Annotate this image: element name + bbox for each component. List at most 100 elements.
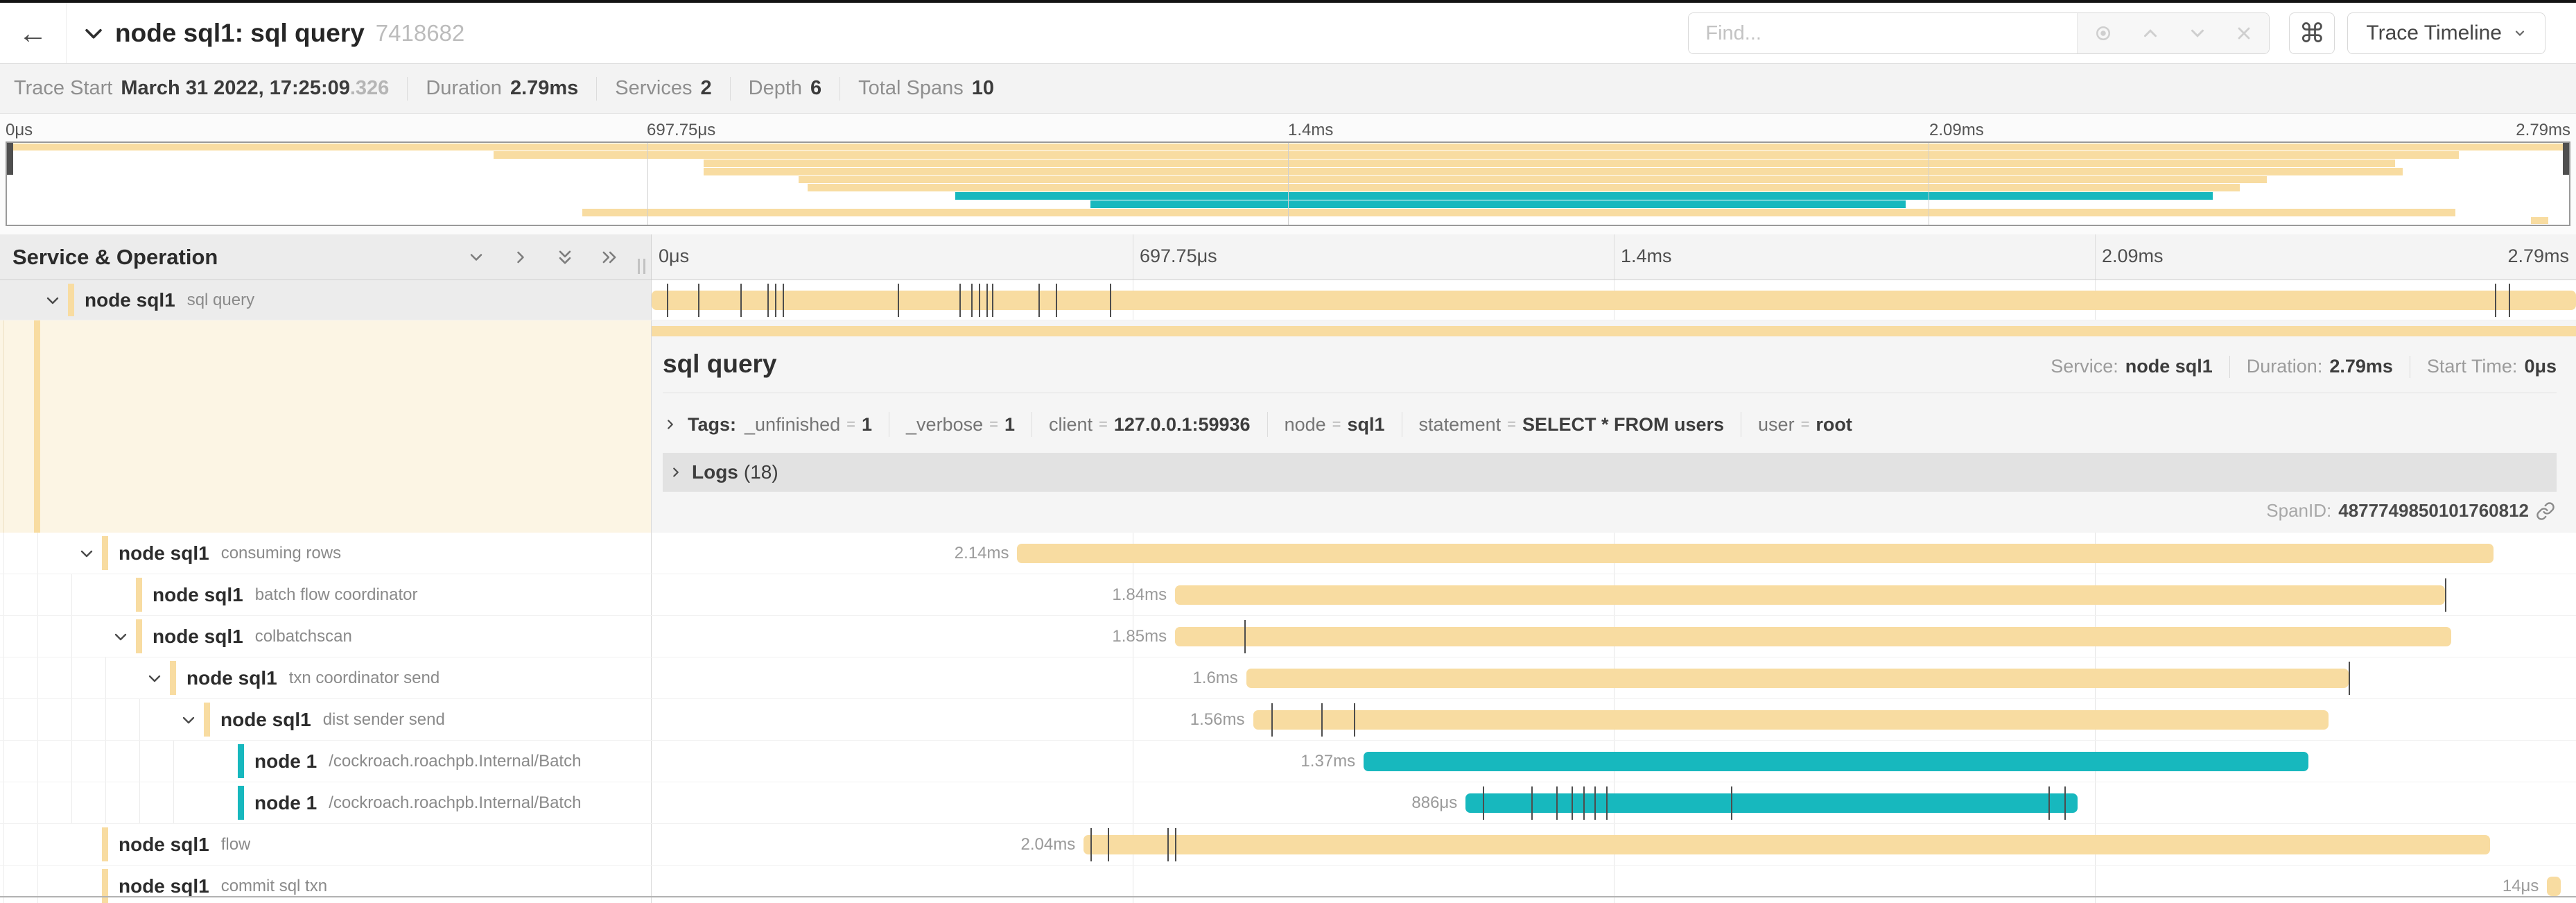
collapse-span-icon[interactable]	[180, 712, 197, 728]
span-row[interactable]: node sql1 consuming rows 2.14ms	[0, 533, 2576, 574]
minimap-span-row	[7, 216, 2569, 225]
span-bar[interactable]	[1465, 793, 2078, 813]
span-bar-cell[interactable]: 1.37ms	[652, 741, 2576, 782]
collapse-span-icon[interactable]	[78, 545, 95, 562]
log-marker	[1271, 703, 1273, 737]
services-label: Services	[615, 77, 693, 99]
collapse-trace-header-icon[interactable]	[82, 22, 105, 45]
span-bar-cell[interactable]: 2.04ms	[652, 824, 2576, 865]
span-tree-cell[interactable]: node sql1 commit sql txn	[0, 866, 652, 903]
trace-title-wrap: node sql1: sql query 7418682	[82, 19, 464, 48]
span-bar[interactable]	[1253, 710, 2329, 730]
detail-start-label: Start Time:	[2426, 356, 2518, 377]
span-bar[interactable]	[1084, 834, 2491, 854]
collapse-span-icon[interactable]	[44, 292, 61, 309]
minimap-canvas[interactable]	[6, 141, 2570, 226]
span-tree-cell[interactable]: node 1/cockroach.roachpb.Internal/Batch	[0, 741, 652, 782]
span-row[interactable]: node sql1 flow 2.04ms	[0, 824, 2576, 866]
prev-result-icon[interactable]	[2140, 23, 2161, 44]
indent-guide	[37, 866, 71, 903]
keyboard-shortcuts-button[interactable]: ⌘	[2289, 12, 2335, 54]
expand-all-icon[interactable]	[600, 248, 619, 267]
ruler-tick-label: 0μs	[659, 246, 690, 266]
ruler-tick-label: 0μs	[6, 121, 33, 139]
span-row[interactable]: node sql1 batch flow coordinator 1.84ms	[0, 574, 2576, 616]
minimap-span-bar	[494, 151, 2460, 160]
span-tree-cell[interactable]: node sql1 batch flow coordinator	[0, 574, 652, 615]
view-options-button[interactable]: Trace Timeline	[2347, 12, 2545, 54]
indent-guide	[105, 657, 139, 698]
tag-key: _unfinished	[745, 413, 841, 435]
tags-toggle[interactable]: Tags: _unfinished = 1 _verbose = 1 client = 127.…	[663, 406, 2576, 443]
find-input[interactable]	[1689, 13, 2078, 53]
log-marker	[1483, 786, 1485, 820]
span-bar[interactable]	[2547, 876, 2561, 896]
span-bar-cell[interactable]: 886μs	[652, 782, 2576, 823]
span-bar[interactable]	[652, 290, 2576, 310]
tag-equals: =	[1099, 415, 1108, 433]
next-result-icon[interactable]	[2187, 23, 2208, 44]
timeline-overview: 0μs 697.75μs 1.4ms 2.09ms 2.79ms	[0, 114, 2576, 234]
span-bar[interactable]	[1175, 626, 2451, 646]
span-row[interactable]: node sql1 txn coordinator send 1.6ms	[0, 657, 2576, 699]
indent-guide	[37, 616, 71, 657]
log-marker	[697, 283, 699, 317]
span-tree-cell[interactable]: node 1/cockroach.roachpb.Internal/Batch	[0, 782, 652, 823]
viewport-scrubber-left[interactable]	[7, 143, 13, 175]
collapse-all-icon[interactable]	[555, 248, 575, 267]
span-row[interactable]: node sql1 sql query	[0, 280, 2576, 320]
span-bar[interactable]	[1246, 668, 2349, 688]
logs-toggle[interactable]: Logs (18)	[663, 453, 2557, 492]
span-bar[interactable]	[1017, 543, 2494, 563]
span-bar-cell[interactable]: 1.85ms	[652, 616, 2576, 657]
operation-name: txn coordinator send	[288, 668, 440, 687]
log-marker	[774, 283, 776, 317]
span-bar[interactable]	[1175, 585, 2446, 605]
log-marker	[898, 283, 900, 317]
page-title: node sql1: sql query	[115, 18, 365, 47]
span-bar-cell[interactable]: 1.84ms	[652, 574, 2576, 615]
span-row[interactable]: node 1/cockroach.roachpb.Internal/Batch 1…	[0, 741, 2576, 782]
indent-guide	[37, 699, 71, 740]
duration-label: 886μs	[1411, 793, 1458, 812]
collapse-span-icon[interactable]	[146, 670, 163, 687]
span-bar[interactable]	[1364, 751, 2309, 771]
span-tree-cell[interactable]: node sql1 dist sender send	[0, 699, 652, 740]
indent-guide	[37, 741, 71, 782]
span-bar-cell[interactable]: 1.56ms	[652, 699, 2576, 740]
log-marker	[1731, 786, 1733, 820]
span-tree-cell[interactable]: node sql1 txn coordinator send	[0, 657, 652, 698]
span-row[interactable]: node sql1 dist sender send 1.56ms	[0, 699, 2576, 741]
span-bar-cell[interactable]: 14μs	[652, 866, 2576, 903]
span-tree-cell[interactable]: node sql1 flow	[0, 824, 652, 865]
summary-divider	[407, 76, 408, 101]
tag-key: node	[1284, 413, 1326, 435]
summary-divider	[839, 76, 841, 101]
span-row[interactable]: node sql1 colbatchscan 1.85ms	[0, 616, 2576, 657]
viewport-scrubber-right[interactable]	[2563, 143, 2569, 175]
span-tree-cell[interactable]: node sql1 consuming rows	[0, 533, 652, 574]
service-operation-label: Service & Operation	[12, 244, 218, 269]
span-bar-cell[interactable]: 2.14ms	[652, 533, 2576, 574]
link-icon[interactable]	[2536, 501, 2555, 521]
span-tree-cell[interactable]: node sql1 colbatchscan	[0, 616, 652, 657]
indent-guide	[105, 699, 139, 740]
minimap-span-bar	[1090, 200, 1906, 208]
tag: client = 127.0.0.1:59936	[1049, 414, 1251, 436]
span-bar-cell[interactable]	[652, 280, 2576, 320]
locate-result-icon[interactable]	[2093, 23, 2114, 44]
back-button[interactable]: ←	[0, 3, 67, 63]
span-row[interactable]: node sql1 commit sql txn 14μs	[0, 866, 2576, 903]
indent-guide	[105, 741, 139, 782]
indent-guide	[37, 574, 71, 615]
span-bar-cell[interactable]: 1.6ms	[652, 657, 2576, 698]
expand-one-icon[interactable]	[511, 248, 530, 267]
collapse-span-icon[interactable]	[112, 628, 129, 645]
panel-resize-grip[interactable]	[638, 259, 645, 274]
collapse-one-icon[interactable]	[467, 248, 486, 267]
log-marker	[1571, 786, 1573, 820]
clear-find-icon[interactable]	[2234, 24, 2254, 43]
span-tree-cell[interactable]: node sql1 sql query	[0, 280, 652, 320]
span-row[interactable]: node 1/cockroach.roachpb.Internal/Batch 8…	[0, 782, 2576, 824]
log-marker	[1109, 283, 1111, 317]
